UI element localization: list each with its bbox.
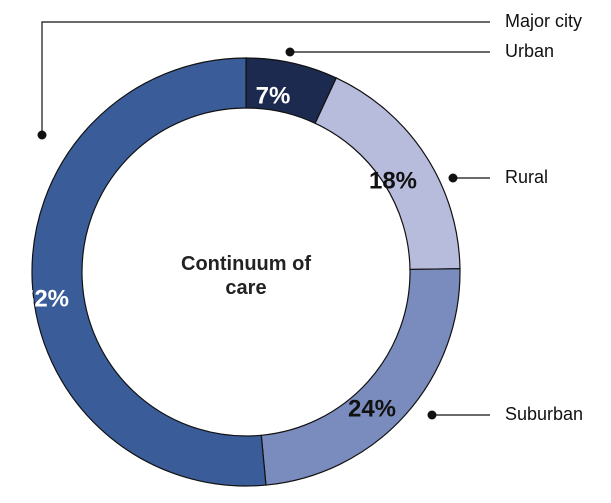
legend-label: Urban bbox=[505, 41, 554, 61]
value-label: 18% bbox=[369, 167, 417, 194]
value-label: 7% bbox=[256, 82, 291, 109]
leader-dot bbox=[427, 410, 437, 420]
leader-line bbox=[41, 21, 490, 135]
leader-dot bbox=[448, 173, 458, 183]
legend-label: Major city bbox=[505, 11, 582, 31]
legend-label: Suburban bbox=[505, 404, 583, 424]
value-label: 24% bbox=[348, 395, 396, 422]
leader-dot bbox=[37, 130, 47, 140]
legend-label: Rural bbox=[505, 167, 548, 187]
donut-segment bbox=[31, 57, 267, 487]
donut-segment bbox=[260, 268, 461, 486]
leader-dot bbox=[285, 47, 295, 57]
value-label: 52% bbox=[21, 285, 69, 312]
center-label: Continuum of care bbox=[181, 253, 311, 299]
